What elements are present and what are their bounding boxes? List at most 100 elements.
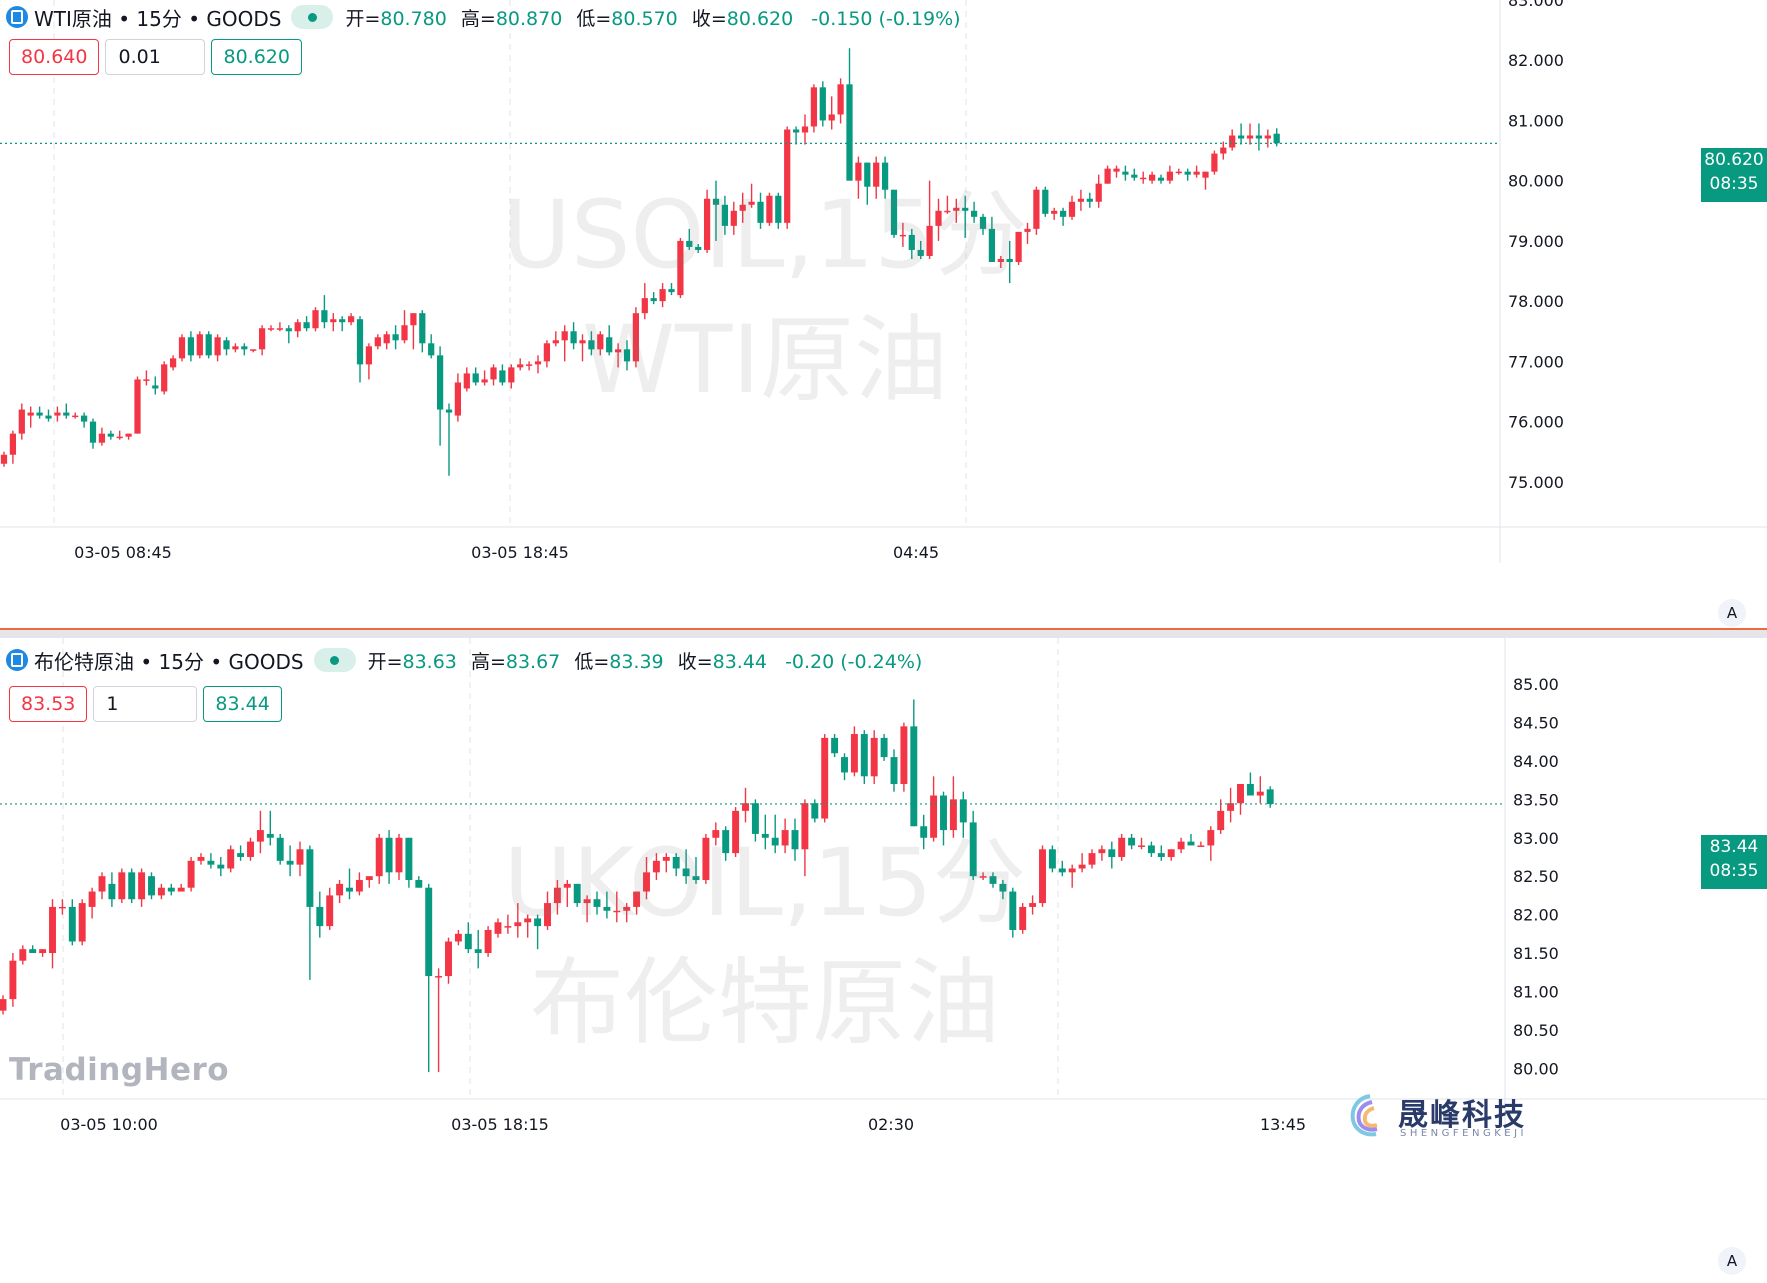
candle <box>1157 845 1165 861</box>
candle <box>846 48 853 181</box>
symbol-title[interactable]: WTI原油 • 15分 • GOODS <box>34 6 282 31</box>
candle-body <box>1187 841 1195 846</box>
candle-body <box>0 999 7 1011</box>
candle-body <box>1148 174 1156 181</box>
candle <box>606 325 613 356</box>
price-tick-label: 83.000 <box>1508 0 1564 10</box>
candle-body <box>514 922 522 927</box>
candle-body <box>1048 849 1056 869</box>
candle-body <box>643 872 650 892</box>
candle-body <box>1157 853 1165 857</box>
buy-button[interactable]: 80.620 <box>211 39 302 75</box>
candle-body <box>597 334 604 350</box>
candle-body <box>1059 210 1067 217</box>
candle-body <box>792 129 800 133</box>
candle-body <box>98 433 106 443</box>
candle <box>748 183 755 208</box>
watermark-symbol: USOIL,15分 <box>501 181 1029 290</box>
candle <box>552 331 559 347</box>
candle-body <box>561 331 568 341</box>
symbol-badge-icon[interactable] <box>6 6 28 28</box>
candle-body <box>435 976 443 978</box>
shengfeng-en-name: SHENGFENGKEJI <box>1400 1128 1527 1139</box>
candle <box>908 228 915 259</box>
candle <box>1217 799 1225 834</box>
candle <box>1104 165 1111 184</box>
candle-body <box>837 84 844 115</box>
candle-body <box>721 204 729 226</box>
candle <box>659 283 666 308</box>
candle <box>1246 772 1254 796</box>
candle-body <box>1078 864 1086 869</box>
wti-candlestick-chart[interactable]: 75.000 76.000 77.000 78.000 79.000 80.000 81.0… <box>0 0 1767 632</box>
candle <box>247 837 254 861</box>
candle-body <box>632 313 640 362</box>
sell-button[interactable]: 80.640 <box>9 39 100 75</box>
candle-body <box>588 340 595 350</box>
candle-body <box>0 454 8 464</box>
candle <box>1015 231 1022 266</box>
candle-body <box>730 210 737 226</box>
candle <box>1227 787 1235 823</box>
candle <box>641 283 648 320</box>
candle-body <box>383 334 390 344</box>
candle <box>508 364 515 389</box>
candle-body <box>930 795 938 838</box>
candle-body <box>152 385 159 389</box>
candle-body <box>169 358 177 368</box>
candle-body <box>831 737 839 754</box>
candle <box>68 899 76 946</box>
candle-body <box>1211 153 1218 172</box>
candle-body <box>811 803 819 819</box>
sell-button[interactable]: 83.53 <box>9 686 88 722</box>
trade-widget: 83.53 1 83.44 <box>9 686 282 722</box>
candle-body <box>217 864 225 869</box>
candle-body <box>197 856 205 861</box>
brent-candlestick-chart[interactable]: 80.00 80.50 81.00 81.50 82.00 82.50 83.00 83.50… <box>0 638 1767 1283</box>
candle-body <box>336 883 344 896</box>
watermark-symbol: UKOIL,15分 <box>503 829 1027 938</box>
quantity-input[interactable]: 0.01 <box>105 39 206 75</box>
candle-body <box>54 412 61 416</box>
candle-body <box>207 860 215 865</box>
candle-body <box>196 334 203 356</box>
candle-body <box>58 906 66 909</box>
symbol-title[interactable]: 布伦特原油 • 15分 • GOODS <box>34 649 304 674</box>
candle <box>18 403 25 440</box>
candle-body <box>881 162 889 190</box>
candle <box>563 880 571 907</box>
auto-scale-button[interactable]: A <box>1718 1247 1746 1275</box>
candle-body <box>504 926 512 928</box>
price-tick-label: 80.00 <box>1513 1059 1559 1078</box>
buy-button[interactable]: 83.44 <box>203 686 282 722</box>
candle-body <box>751 803 759 834</box>
candle <box>1147 841 1155 857</box>
candle <box>739 192 746 223</box>
candle-body <box>784 129 791 223</box>
candle <box>583 895 591 923</box>
candle <box>80 412 88 428</box>
panel-separator[interactable] <box>0 628 1767 638</box>
market-status-icon[interactable] <box>291 5 334 29</box>
candle <box>1051 207 1058 220</box>
candle <box>969 810 977 881</box>
candle-body <box>223 340 230 350</box>
candle-body <box>1033 189 1040 229</box>
price-tick-label: 82.50 <box>1513 867 1559 886</box>
candle-body <box>900 726 908 784</box>
candle <box>217 856 225 877</box>
candle-body <box>1157 177 1165 181</box>
auto-scale-button[interactable]: A <box>1718 599 1746 627</box>
symbol-badge-icon[interactable] <box>6 649 28 671</box>
candle-body <box>285 328 292 332</box>
candle <box>454 929 462 946</box>
quantity-input[interactable]: 1 <box>93 686 198 722</box>
candle-body <box>828 114 835 121</box>
market-status-icon[interactable] <box>313 648 356 672</box>
candle <box>134 376 141 434</box>
candle-body <box>1246 135 1254 139</box>
price-tick-label: 84.00 <box>1513 752 1559 771</box>
candle <box>1177 837 1185 854</box>
candle <box>296 841 304 877</box>
candle-body <box>979 876 987 878</box>
